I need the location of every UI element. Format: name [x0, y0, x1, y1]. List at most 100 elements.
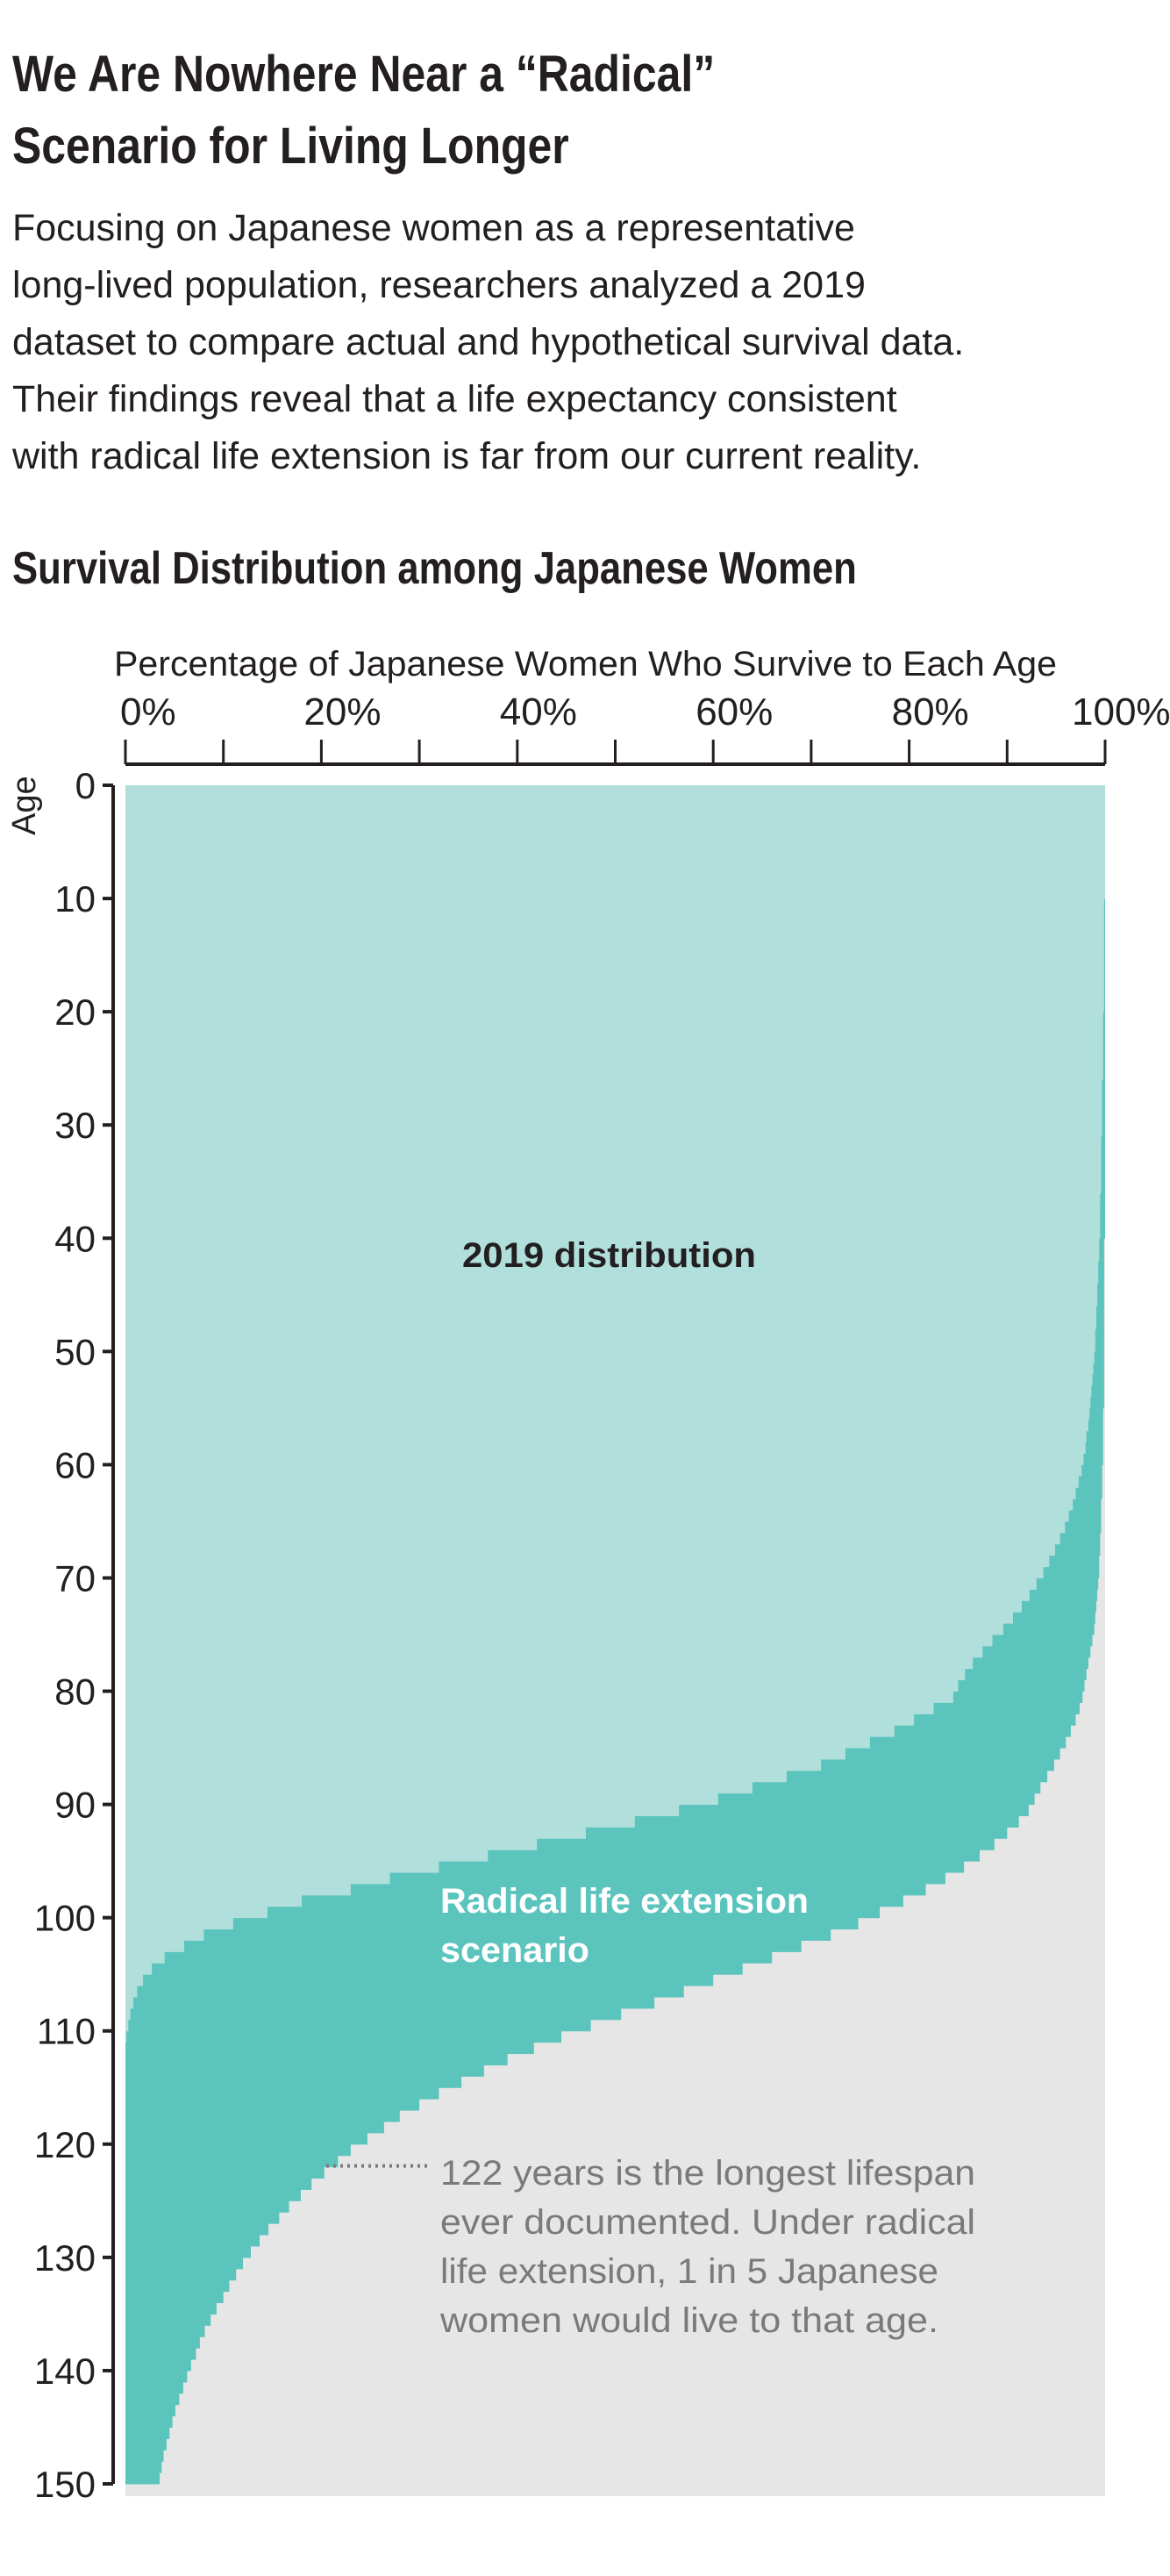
bar-2019-age-33 — [125, 1158, 1102, 1171]
bar-2019-age-79 — [125, 1679, 959, 1692]
bar-2019-age-46 — [125, 1306, 1096, 1319]
bar-2019-age-9 — [125, 887, 1105, 899]
description-line: Focusing on Japanese women as a represen… — [12, 207, 855, 249]
bar-radical-age-145 — [125, 2427, 170, 2439]
title-line-1: We Are Nowhere Near a “Radical” — [12, 46, 716, 103]
bar-radical-age-132 — [125, 2279, 230, 2293]
bar-radical-age-116 — [125, 2099, 420, 2111]
label-2019-distribution: 2019 distribution — [462, 1236, 756, 1275]
bar-2019-age-17 — [125, 977, 1104, 990]
annotation-line: women would live to that age. — [439, 2301, 938, 2340]
bar-radical-age-128 — [125, 2235, 260, 2247]
y-axis-title: Age — [6, 776, 43, 835]
bar-2019-age-56 — [125, 1419, 1089, 1432]
bar-2019-age-95 — [125, 1861, 439, 1873]
bar-radical-age-109 — [125, 2019, 591, 2032]
bar-radical-age-134 — [125, 2302, 217, 2315]
bar-radical-age-146 — [125, 2438, 167, 2451]
bar-radical-age-137 — [125, 2336, 200, 2349]
bar-radical-age-100 — [125, 1917, 859, 1930]
bar-2019-age-94 — [125, 1850, 489, 1862]
bar-radical-age-101 — [125, 1928, 831, 1941]
annotation-line: ever documented. Under radical — [440, 2203, 975, 2242]
x-tick-label: 0% — [120, 691, 176, 733]
bar-radical-age-102 — [125, 1940, 802, 1952]
label-radical-scenario-line1: Radical life extension — [440, 1882, 809, 1921]
bar-2019-age-48 — [125, 1328, 1095, 1341]
bar-2019-age-29 — [125, 1113, 1102, 1126]
y-tick-label: 60 — [54, 1444, 96, 1485]
bar-2019-age-11 — [125, 909, 1104, 922]
bar-2019-age-25 — [125, 1068, 1103, 1081]
bar-radical-age-117 — [125, 2110, 400, 2122]
bar-2019-age-62 — [125, 1487, 1076, 1499]
bar-2019-age-90 — [125, 1804, 680, 1817]
bar-2019-age-75 — [125, 1635, 993, 1647]
y-tick-label: 30 — [54, 1105, 96, 1146]
y-tick-label: 0 — [75, 765, 96, 806]
bar-2019-age-38 — [125, 1215, 1101, 1227]
bar-2019-age-88 — [125, 1781, 753, 1794]
description-line: long-lived population, researchers analy… — [12, 264, 866, 306]
bar-2019-age-53 — [125, 1385, 1092, 1398]
y-tick-label: 140 — [34, 2351, 96, 2392]
bar-2019-age-20 — [125, 1012, 1103, 1024]
bar-2019-age-58 — [125, 1442, 1086, 1454]
bar-2019-age-26 — [125, 1079, 1102, 1091]
bar-radical-age-141 — [125, 2381, 183, 2394]
bar-radical-age-108 — [125, 2007, 622, 2021]
bar-2019-age-98 — [125, 1894, 303, 1907]
bar-radical-age-106 — [125, 1986, 684, 1998]
bar-2019-age-78 — [125, 1668, 966, 1681]
bar-2019-age-24 — [125, 1056, 1103, 1070]
bar-2019-age-80 — [125, 1691, 953, 1703]
bar-2019-age-45 — [125, 1294, 1098, 1307]
bar-2019-age-82 — [125, 1714, 915, 1726]
bar-radical-age-105 — [125, 1974, 714, 1986]
bar-2019-age-60 — [125, 1464, 1082, 1477]
bar-2019-age-2 — [125, 807, 1105, 820]
bar-2019-age-66 — [125, 1532, 1060, 1545]
description: Focusing on Japanese women as a represen… — [12, 200, 1170, 485]
bar-2019-age-72 — [125, 1600, 1023, 1613]
bar-radical-age-119 — [125, 2132, 367, 2145]
bar-2019-age-37 — [125, 1204, 1101, 1216]
bar-2019-age-54 — [125, 1396, 1091, 1409]
bar-2019-age-13 — [125, 932, 1104, 945]
bar-radical-age-122 — [125, 2166, 325, 2179]
bar-radical-age-130 — [125, 2257, 244, 2270]
y-tick-label: 90 — [54, 1785, 96, 1826]
description-line: Their findings reveal that a life expect… — [12, 378, 897, 420]
y-tick-label: 70 — [54, 1557, 96, 1599]
bar-2019-age-21 — [125, 1023, 1103, 1035]
bar-2019-age-69 — [125, 1566, 1044, 1578]
bar-2019-age-86 — [125, 1758, 822, 1771]
bar-radical-age-118 — [125, 2121, 384, 2134]
bar-2019-age-43 — [125, 1271, 1099, 1284]
bar-2019-age-28 — [125, 1102, 1102, 1114]
bar-2019-age-89 — [125, 1792, 718, 1806]
bar-2019-age-76 — [125, 1645, 983, 1658]
bar-radical-age-99 — [125, 1906, 881, 1919]
y-tick-label: 150 — [34, 2464, 96, 2505]
bar-2019-age-61 — [125, 1476, 1079, 1488]
bar-radical-age-103 — [125, 1951, 773, 1964]
bar-radical-age-148 — [125, 2461, 162, 2473]
bar-radical-age-112 — [125, 2053, 508, 2065]
bar-2019-age-22 — [125, 1034, 1103, 1047]
x-tick-label: 80% — [892, 691, 969, 733]
bar-radical-age-131 — [125, 2268, 237, 2281]
bar-2019-age-67 — [125, 1543, 1056, 1556]
description-line: with radical life extension is far from … — [12, 435, 922, 477]
y-tick-label: 80 — [54, 1671, 96, 1713]
bar-radical-age-138 — [125, 2348, 196, 2360]
bar-2019-age-101 — [125, 1928, 204, 1941]
bar-radical-age-111 — [125, 2042, 534, 2055]
label-radical-scenario-line2: scenario — [440, 1931, 589, 1970]
annotation-line: life extension, 1 in 5 Japanese — [440, 2252, 938, 2291]
bar-radical-age-126 — [125, 2212, 280, 2224]
y-tick-label: 110 — [37, 2011, 96, 2052]
bar-2019-age-3 — [125, 819, 1105, 832]
bar-2019-age-5 — [125, 841, 1105, 854]
bar-2019-age-97 — [125, 1883, 351, 1896]
